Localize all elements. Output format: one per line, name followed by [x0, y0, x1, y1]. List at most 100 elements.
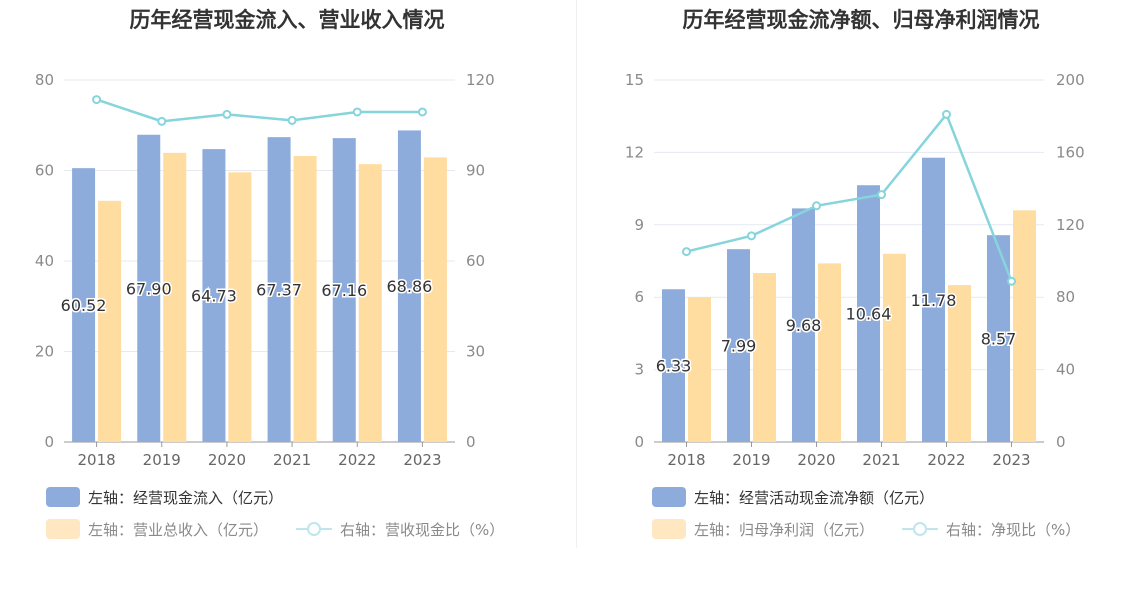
- x-tick-label: 2020: [797, 451, 835, 469]
- legend-item-cash-inflow[interactable]: 左轴：经营现金流入（亿元）: [46, 486, 283, 508]
- legend-swatch-bar-icon: [652, 519, 686, 539]
- bar-secondary: [358, 164, 382, 443]
- bar-secondary: [753, 273, 776, 442]
- legend-label: 右轴：净现比（%）: [946, 520, 1081, 539]
- y-right-tick-label: 90: [466, 162, 485, 180]
- bar-primary: [202, 149, 226, 443]
- bar-primary: [727, 249, 750, 442]
- y-left-tick-label: 15: [625, 71, 644, 89]
- y-left-tick-label: 20: [35, 343, 54, 361]
- bar-secondary: [163, 152, 187, 443]
- y-right-tick-label: 200: [1056, 71, 1085, 89]
- panel-divider: [576, 0, 577, 548]
- chart-plot-net-cash: 0 3 6 9 12 15 0 40 80 120 160 200 2018 2019 2020 2021 20…: [625, 71, 1085, 469]
- x-tick-label: 2023: [403, 451, 441, 469]
- bar-secondary: [688, 297, 711, 442]
- legend-label: 左轴：归母净利润（亿元）: [694, 520, 875, 539]
- bar-data-label: 8.57: [981, 330, 1017, 349]
- x-tick-label: 2018: [667, 451, 705, 469]
- chart-panel-net-cash: 历年经营现金流净额、归母净利润情况 0 3 6 9 12 15 0 40 80 120 160 200…: [574, 0, 1148, 589]
- bar-data-label: 67.90: [126, 279, 172, 298]
- x-tick-label: 2022: [338, 451, 376, 469]
- bar-primary: [922, 157, 945, 442]
- bar-primary: [987, 235, 1010, 442]
- bar-secondary: [883, 253, 906, 442]
- bar-secondary: [948, 285, 971, 442]
- y-right-tick-label: 160: [1056, 143, 1085, 161]
- y-right-tick-label: 30: [466, 343, 485, 361]
- chart-panel-cash-inflow: 历年经营现金流入、营业收入情况 0 20 40 60 80 0 30 60 90 120 2018 2…: [35, 8, 504, 540]
- legend-swatch-bar-icon: [46, 519, 80, 539]
- legend-item-revenue[interactable]: 左轴：营业总收入（亿元）: [46, 518, 268, 540]
- x-tick-label: 2019: [732, 451, 770, 469]
- legend-item-net-cash-ratio[interactable]: 右轴：净现比（%）: [902, 518, 1080, 540]
- bar-primary: [662, 289, 685, 442]
- y-right-tick-label: 120: [466, 71, 495, 89]
- x-tick-label: 2022: [927, 451, 965, 469]
- bar-primary: [857, 185, 880, 443]
- bar-primary: [332, 138, 356, 442]
- y-right-tick-label: 40: [1056, 361, 1075, 379]
- x-tick-label: 2021: [273, 451, 311, 469]
- y-left-tick-label: 80: [35, 71, 54, 89]
- bar-data-label: 67.16: [321, 281, 367, 300]
- ratio-point: [747, 231, 756, 241]
- y-left-tick-label: 9: [634, 216, 644, 234]
- y-left-tick-label: 12: [625, 143, 644, 161]
- bar-secondary: [228, 172, 252, 442]
- y-left-tick-label: 6: [634, 288, 644, 306]
- bar-primary: [72, 168, 96, 442]
- y-left-tick-label: 3: [634, 361, 644, 379]
- y-right-tick-label: 80: [1056, 288, 1075, 306]
- x-tick-label: 2023: [992, 451, 1030, 469]
- bar-primary: [397, 130, 421, 442]
- ratio-point: [157, 116, 167, 126]
- ratio-point: [92, 95, 102, 105]
- y-left-tick-label: 0: [44, 433, 54, 451]
- y-left-tick-label: 60: [35, 162, 54, 180]
- bar-primary: [267, 137, 291, 442]
- ratio-point: [222, 109, 232, 119]
- y-left-tick-label: 0: [634, 433, 644, 451]
- y-right-tick-label: 0: [466, 433, 476, 451]
- bar-data-label: 64.73: [191, 287, 237, 306]
- ratio-point: [942, 109, 951, 119]
- bar-data-label: 67.37: [256, 281, 302, 300]
- bar-secondary: [423, 157, 447, 442]
- bar-secondary: [293, 156, 317, 442]
- legend-item-net-cash-flow[interactable]: 左轴：经营活动现金流净额（亿元）: [652, 486, 934, 508]
- bar-data-label: 68.86: [387, 277, 433, 296]
- bar-secondary: [1013, 210, 1036, 442]
- legend-swatch-line-icon: [902, 522, 938, 536]
- bar-data-label: 9.68: [786, 316, 822, 335]
- bar-data-label: 60.52: [61, 296, 107, 315]
- y-right-tick-label: 0: [1056, 433, 1066, 451]
- legend-swatch-bar-icon: [46, 487, 80, 507]
- ratio-point: [812, 201, 821, 211]
- chart-title: 历年经营现金流入、营业收入情况: [129, 8, 445, 32]
- ratio-point: [287, 115, 297, 125]
- legend-swatch-line-icon: [296, 522, 332, 536]
- legend-label: 左轴：经营活动现金流净额（亿元）: [694, 488, 935, 507]
- y-right-tick-label: 60: [466, 252, 485, 270]
- bar-data-label: 7.99: [721, 337, 757, 356]
- bar-primary: [792, 208, 815, 442]
- legend-label: 左轴：经营现金流入（亿元）: [88, 488, 284, 507]
- legend-item-revenue-cash-ratio[interactable]: 右轴：营收现金比（%）: [296, 518, 504, 540]
- legend-label: 右轴：营收现金比（%）: [340, 520, 505, 539]
- chart-plot-cash-inflow: 0 20 40 60 80 0 30 60 90 120 2018 2019 2020 2021 2022 2…: [35, 71, 495, 469]
- ratio-point: [682, 247, 691, 257]
- x-tick-label: 2018: [77, 451, 115, 469]
- x-tick-label: 2019: [143, 451, 181, 469]
- bar-secondary: [818, 263, 841, 442]
- y-left-tick-label: 40: [35, 252, 54, 270]
- x-tick-label: 2020: [208, 451, 246, 469]
- ratio-line: [686, 111, 1013, 282]
- ratio-point: [417, 107, 427, 117]
- ratio-point: [352, 107, 362, 117]
- legend-item-net-profit[interactable]: 左轴：归母净利润（亿元）: [652, 518, 874, 540]
- x-tick-label: 2021: [862, 451, 900, 469]
- chart-title: 历年经营现金流净额、归母净利润情况: [682, 8, 1040, 32]
- legend-label: 左轴：营业总收入（亿元）: [88, 520, 269, 539]
- bar-data-label: 10.64: [846, 305, 892, 324]
